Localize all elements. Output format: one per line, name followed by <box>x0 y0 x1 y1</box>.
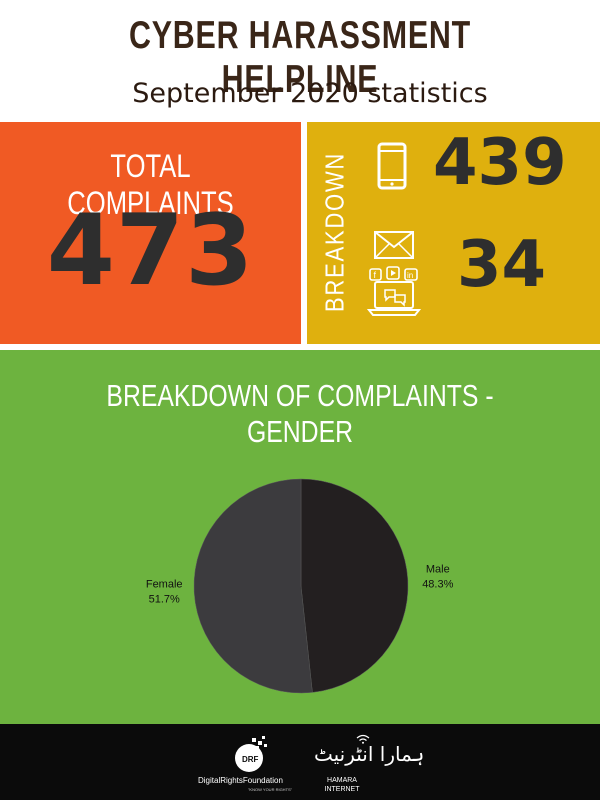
drf-tagline: "KNOW YOUR RIGHTS" <box>248 787 293 792</box>
page-subtitle: September 2020 statistics <box>132 78 488 109</box>
pie-value-male: 48.3% <box>422 579 453 591</box>
pie-value-female: 51.7% <box>149 593 180 605</box>
gender-breakdown-panel: BREAKDOWN OF COMPLAINTS - GENDER Male 48.… <box>0 350 600 724</box>
gender-chart-title: BREAKDOWN OF COMPLAINTS - GENDER <box>106 378 494 449</box>
pie-label-female: Female <box>146 578 183 590</box>
svg-text:in: in <box>407 271 413 280</box>
hamara-internet-name: HAMARA INTERNET <box>324 777 360 793</box>
svg-text:f: f <box>374 270 377 280</box>
footer: DRF DigitalRightsFoundation "KNOW YOUR R… <box>0 724 600 800</box>
drf-name: DigitalRightsFoundation <box>198 776 283 785</box>
mobile-phone-icon <box>377 142 407 190</box>
drf-logo: DRF <box>235 736 267 772</box>
pie-label-male: Male <box>426 564 450 576</box>
email-social-complaints-value: 34 <box>457 228 547 302</box>
gender-pie-chart: Male 48.3% Female 51.7% <box>146 478 454 694</box>
social-media-laptop-icon: f in <box>367 266 421 316</box>
total-complaints-value: 473 <box>46 194 255 308</box>
pie-slice-male <box>300 478 409 693</box>
total-complaints-label: TOTAL COMPLAINTS <box>67 148 234 221</box>
page-title: CYBER HARASSMENT HELPLINE <box>128 14 472 101</box>
drf-logo-text: DRF <box>242 755 259 764</box>
email-icon <box>374 231 414 259</box>
wifi-icon <box>356 734 370 744</box>
mobile-complaints-value: 439 <box>433 126 567 200</box>
breakdown-panel: BREAKDOWN 439 f in 34 <box>307 122 600 344</box>
total-complaints-panel: TOTAL COMPLAINTS 473 <box>0 122 301 344</box>
hamara-internet-urdu-logo: ہمارا انٹرنیٹ <box>314 742 425 766</box>
pie-slice-female <box>193 478 313 694</box>
breakdown-label: BREAKDOWN <box>319 151 350 313</box>
